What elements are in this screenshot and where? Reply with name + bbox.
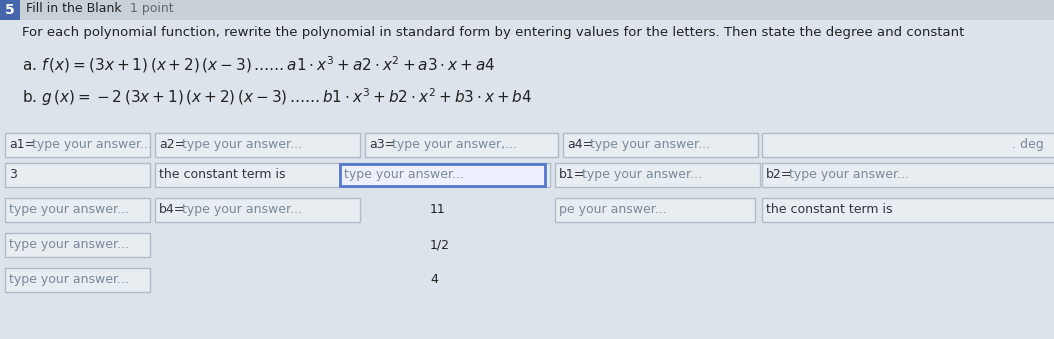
Text: type your answer...: type your answer... xyxy=(182,203,302,216)
FancyBboxPatch shape xyxy=(155,163,550,187)
Text: a2=: a2= xyxy=(159,138,186,151)
Text: type your answer...: type your answer... xyxy=(9,203,129,216)
Text: a3=: a3= xyxy=(369,138,395,151)
Text: pe your answer...: pe your answer... xyxy=(559,203,667,216)
FancyBboxPatch shape xyxy=(5,133,150,157)
Text: a. $f\,(x) = (3x+1)\,(x+2)\,(x-3)\,\ldots\ldots\,a1\cdot x^3+a2\cdot x^2+a3\cdot: a. $f\,(x) = (3x+1)\,(x+2)\,(x-3)\,\ldot… xyxy=(22,54,495,75)
FancyBboxPatch shape xyxy=(5,163,150,187)
Text: b1=: b1= xyxy=(559,168,585,181)
Text: 3: 3 xyxy=(9,168,17,181)
Text: b. $g\,(x) = -2\,(3x+1)\,(x+2)\,(x-3)\,\ldots\ldots\,b1\cdot x^3+b2\cdot x^2+b3\: b. $g\,(x) = -2\,(3x+1)\,(x+2)\,(x-3)\,\… xyxy=(22,86,532,108)
FancyBboxPatch shape xyxy=(0,0,20,20)
Text: b2=: b2= xyxy=(766,168,793,181)
FancyBboxPatch shape xyxy=(762,198,1054,222)
Text: 1/2: 1/2 xyxy=(430,238,450,251)
FancyBboxPatch shape xyxy=(5,268,150,292)
Text: the constant term is: the constant term is xyxy=(766,203,893,216)
FancyBboxPatch shape xyxy=(555,198,755,222)
Text: 1 point: 1 point xyxy=(130,2,174,15)
FancyBboxPatch shape xyxy=(555,163,760,187)
FancyBboxPatch shape xyxy=(365,133,558,157)
Text: type your answer...: type your answer... xyxy=(32,138,152,151)
FancyBboxPatch shape xyxy=(5,233,150,257)
Text: a1=: a1= xyxy=(9,138,35,151)
Text: type your answer...: type your answer... xyxy=(9,238,129,251)
FancyBboxPatch shape xyxy=(762,163,1054,187)
Text: type your answer,...: type your answer,... xyxy=(392,138,518,151)
Text: type your answer...: type your answer... xyxy=(182,138,302,151)
Text: 5: 5 xyxy=(5,3,15,17)
Text: 4: 4 xyxy=(430,273,437,286)
Text: For each polynomial function, rewrite the polynomial in standard form by enterin: For each polynomial function, rewrite th… xyxy=(22,26,964,39)
Text: type your answer...: type your answer... xyxy=(590,138,710,151)
FancyBboxPatch shape xyxy=(155,198,360,222)
FancyBboxPatch shape xyxy=(5,198,150,222)
Text: the constant term is: the constant term is xyxy=(159,168,286,181)
Text: . deg: . deg xyxy=(1012,138,1045,151)
Text: b4=: b4= xyxy=(159,203,186,216)
FancyBboxPatch shape xyxy=(155,133,360,157)
FancyBboxPatch shape xyxy=(563,133,758,157)
Text: type your answer...: type your answer... xyxy=(344,168,464,181)
FancyBboxPatch shape xyxy=(340,164,545,186)
FancyBboxPatch shape xyxy=(762,133,1054,157)
Text: Fill in the Blank: Fill in the Blank xyxy=(26,2,121,15)
Text: type your answer...: type your answer... xyxy=(582,168,702,181)
Text: 11: 11 xyxy=(430,203,446,216)
Text: a4=: a4= xyxy=(567,138,593,151)
FancyBboxPatch shape xyxy=(0,0,1054,20)
Text: type your answer...: type your answer... xyxy=(9,273,129,286)
Text: type your answer...: type your answer... xyxy=(789,168,909,181)
